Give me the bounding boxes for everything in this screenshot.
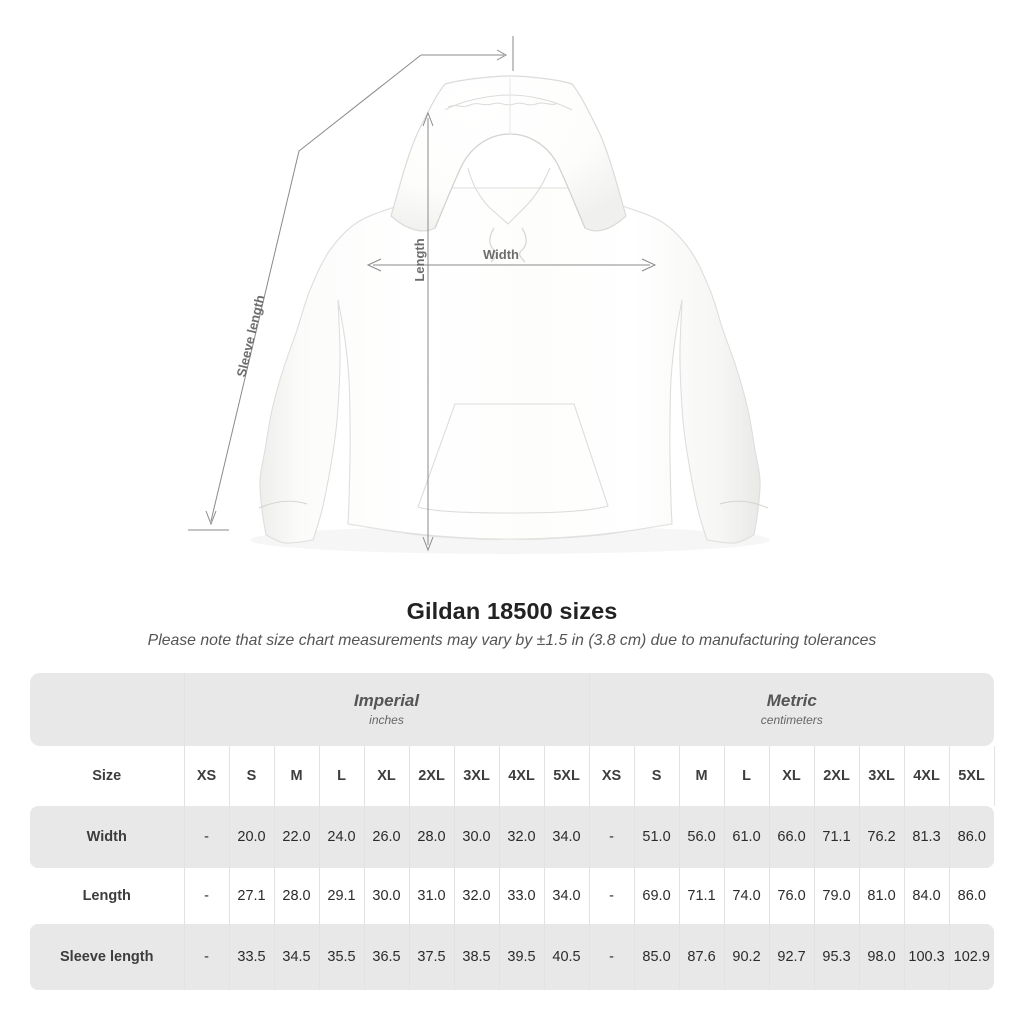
svg-text:Sleeve length: Sleeve length bbox=[234, 293, 268, 378]
svg-text:Width: Width bbox=[483, 247, 519, 262]
svg-text:Length: Length bbox=[412, 238, 427, 281]
